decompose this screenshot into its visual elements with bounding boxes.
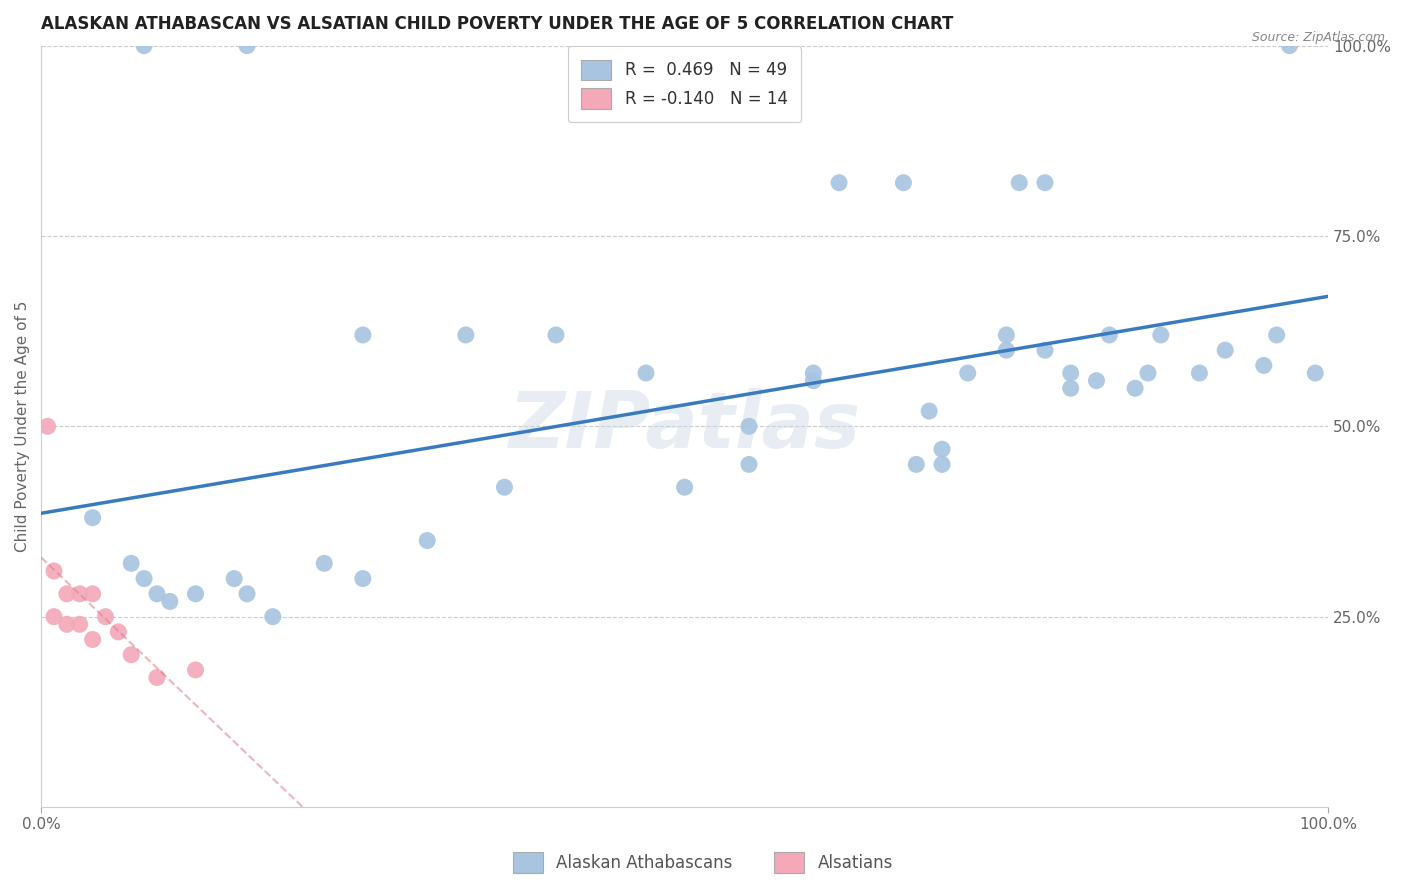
Point xyxy=(995,328,1018,343)
Point xyxy=(1213,343,1236,358)
Point xyxy=(905,458,928,472)
Point xyxy=(995,343,1018,358)
Text: ZIPatlas: ZIPatlas xyxy=(509,388,860,465)
Point xyxy=(1033,176,1056,190)
Point xyxy=(132,572,155,586)
Point xyxy=(918,404,941,418)
Point xyxy=(120,648,142,662)
Point xyxy=(1150,328,1173,343)
Point xyxy=(184,587,207,601)
Point xyxy=(82,510,104,524)
Point xyxy=(56,617,79,632)
Point xyxy=(1008,176,1031,190)
Point xyxy=(931,458,953,472)
Point xyxy=(56,587,79,601)
Point xyxy=(132,38,155,53)
Point xyxy=(262,609,284,624)
Point xyxy=(314,557,336,571)
Point xyxy=(931,442,953,457)
Point xyxy=(107,624,129,639)
Legend: R =  0.469   N = 49, R = -0.140   N = 14: R = 0.469 N = 49, R = -0.140 N = 14 xyxy=(568,46,801,122)
Point xyxy=(1303,366,1326,380)
Point xyxy=(69,617,91,632)
Point xyxy=(94,609,117,624)
Point xyxy=(236,587,259,601)
Point xyxy=(82,632,104,647)
Point xyxy=(352,572,374,586)
Point xyxy=(634,366,657,380)
Point xyxy=(801,374,824,388)
Point xyxy=(1265,328,1288,343)
Point xyxy=(37,419,59,434)
Text: Source: ZipAtlas.com: Source: ZipAtlas.com xyxy=(1251,31,1385,45)
Point xyxy=(416,533,439,548)
Point xyxy=(1033,343,1056,358)
Point xyxy=(494,480,516,494)
Point xyxy=(1136,366,1159,380)
Point xyxy=(738,419,761,434)
Point xyxy=(454,328,477,343)
Point xyxy=(738,458,761,472)
Point xyxy=(544,328,567,343)
Point xyxy=(184,663,207,677)
Point xyxy=(42,564,65,578)
Point xyxy=(956,366,979,380)
Point xyxy=(828,176,851,190)
Point xyxy=(1060,366,1083,380)
Point xyxy=(69,587,91,601)
Legend: Alaskan Athabascans, Alsatians: Alaskan Athabascans, Alsatians xyxy=(506,846,900,880)
Point xyxy=(352,328,374,343)
Point xyxy=(1085,374,1108,388)
Point xyxy=(1278,38,1301,53)
Point xyxy=(1098,328,1121,343)
Point xyxy=(1123,381,1146,395)
Point xyxy=(1253,359,1275,373)
Point xyxy=(801,366,824,380)
Point xyxy=(893,176,915,190)
Point xyxy=(224,572,246,586)
Text: ALASKAN ATHABASCAN VS ALSATIAN CHILD POVERTY UNDER THE AGE OF 5 CORRELATION CHAR: ALASKAN ATHABASCAN VS ALSATIAN CHILD POV… xyxy=(41,15,953,33)
Point xyxy=(1060,381,1083,395)
Point xyxy=(146,671,169,685)
Y-axis label: Child Poverty Under the Age of 5: Child Poverty Under the Age of 5 xyxy=(15,301,30,552)
Point xyxy=(236,38,259,53)
Point xyxy=(673,480,696,494)
Point xyxy=(42,609,65,624)
Point xyxy=(159,594,181,608)
Point xyxy=(120,557,142,571)
Point xyxy=(82,587,104,601)
Point xyxy=(146,587,169,601)
Point xyxy=(1188,366,1211,380)
